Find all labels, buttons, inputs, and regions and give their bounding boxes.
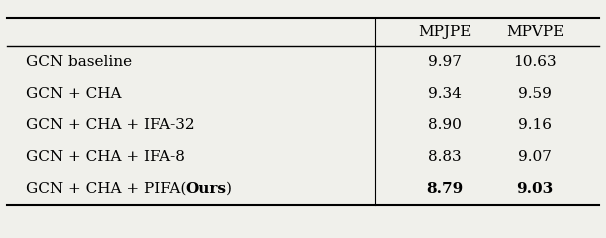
Text: GCN + CHA: GCN + CHA bbox=[25, 87, 121, 101]
Text: 9.34: 9.34 bbox=[428, 87, 462, 101]
Text: 9.07: 9.07 bbox=[518, 150, 552, 164]
Text: MPJPE: MPJPE bbox=[418, 25, 471, 39]
Text: MPVPE: MPVPE bbox=[506, 25, 564, 39]
Text: 8.79: 8.79 bbox=[426, 182, 464, 196]
Text: GCN baseline: GCN baseline bbox=[25, 55, 132, 69]
Text: GCN + CHA + IFA-8: GCN + CHA + IFA-8 bbox=[25, 150, 184, 164]
Text: 10.63: 10.63 bbox=[513, 55, 557, 69]
Text: 9.03: 9.03 bbox=[517, 182, 554, 196]
Text: Ours: Ours bbox=[185, 182, 226, 196]
Text: GCN + CHA + PIFA(: GCN + CHA + PIFA( bbox=[25, 182, 186, 196]
Text: 9.59: 9.59 bbox=[518, 87, 552, 101]
Text: 9.16: 9.16 bbox=[518, 119, 552, 133]
Text: GCN + CHA + IFA-32: GCN + CHA + IFA-32 bbox=[25, 119, 194, 133]
Text: ): ) bbox=[226, 182, 232, 196]
Text: 8.83: 8.83 bbox=[428, 150, 462, 164]
Text: 8.90: 8.90 bbox=[428, 119, 462, 133]
Text: 9.97: 9.97 bbox=[428, 55, 462, 69]
